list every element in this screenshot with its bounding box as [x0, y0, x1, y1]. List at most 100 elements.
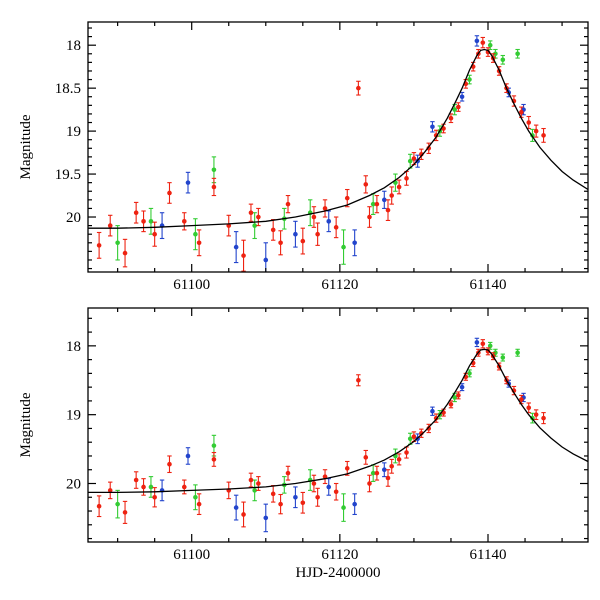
- data-point: [133, 477, 139, 483]
- y-tick-label: 18: [66, 38, 81, 54]
- data-point: [107, 488, 113, 493]
- data-point: [285, 201, 291, 207]
- data-point: [493, 350, 498, 356]
- red-series: [96, 36, 546, 272]
- data-point: [404, 176, 409, 181]
- data-point: [107, 223, 113, 228]
- data-point: [122, 510, 128, 515]
- data-point: [263, 257, 269, 263]
- x-tick-label: 61140: [470, 547, 507, 563]
- data-point: [370, 470, 376, 476]
- y-tick-label: 18: [66, 339, 81, 355]
- y-tick-label: 20: [66, 477, 81, 493]
- data-point: [133, 210, 139, 216]
- data-point: [333, 489, 339, 495]
- data-point: [352, 501, 357, 507]
- data-point: [270, 227, 276, 233]
- data-point: [248, 210, 254, 216]
- data-point: [315, 494, 320, 500]
- data-point: [487, 42, 493, 48]
- data-point: [389, 193, 395, 198]
- data-point: [196, 240, 202, 246]
- data-point: [396, 457, 402, 462]
- x-tick-label: 61100: [173, 547, 210, 563]
- data-point: [252, 488, 257, 493]
- y-tick-label: 20: [66, 210, 81, 226]
- data-point: [167, 190, 172, 196]
- top-panel: 61100 61120 61140 18 18.5 19 19.5 20 Magnitude: [18, 21, 589, 293]
- data-point: [341, 244, 346, 250]
- data-point: [315, 231, 320, 237]
- y-tick-label: 18.5: [55, 81, 81, 97]
- data-point: [311, 214, 317, 220]
- x-tick-label: 61120: [321, 277, 358, 293]
- x-tick-label: 61140: [470, 277, 507, 293]
- data-point: [448, 402, 454, 407]
- data-point: [374, 201, 380, 207]
- data-point: [448, 115, 454, 121]
- data-point: [467, 371, 472, 376]
- data-point: [407, 436, 413, 442]
- data-point: [404, 450, 409, 455]
- data-point: [426, 145, 432, 151]
- x-axis-title: HJD-2400000: [296, 565, 381, 581]
- y-axis-title: Magnitude: [18, 114, 34, 179]
- data-point: [480, 341, 486, 347]
- data-point: [167, 461, 172, 467]
- y-tick-label: 19.5: [55, 167, 81, 183]
- data-point: [181, 484, 187, 490]
- data-point: [115, 240, 120, 246]
- data-point: [381, 467, 387, 473]
- data-point: [300, 238, 306, 244]
- data-point: [370, 201, 376, 207]
- data-point: [322, 206, 328, 211]
- y-tick-label: 19: [66, 408, 81, 424]
- y-axis-title: Magnitude: [18, 392, 34, 457]
- data-point: [211, 457, 217, 462]
- plot-area: [88, 337, 588, 533]
- data-point: [193, 494, 198, 500]
- data-point: [278, 240, 283, 246]
- data-point: [344, 466, 350, 471]
- data-point: [452, 395, 457, 400]
- data-point: [467, 77, 472, 82]
- data-point: [487, 343, 493, 349]
- data-point: [148, 219, 154, 224]
- data-point: [285, 470, 291, 476]
- data-point: [322, 474, 328, 479]
- data-point: [341, 505, 346, 510]
- data-point: [248, 477, 254, 483]
- data-point: [181, 219, 187, 224]
- x-tick-label: 61100: [173, 277, 210, 293]
- data-point: [367, 214, 372, 220]
- data-point: [385, 207, 391, 213]
- data-point: [185, 453, 191, 459]
- bottom-panel: 61100 61120 61140 18 19 20 Magnitude HJD-240000…: [18, 307, 589, 581]
- data-point: [233, 244, 239, 250]
- panel-frame: [87, 307, 589, 543]
- data-point: [456, 104, 461, 110]
- blue-series: [159, 35, 526, 272]
- x-tick-label: 61120: [321, 547, 358, 563]
- data-point: [407, 158, 413, 164]
- panel-frame: [87, 21, 589, 273]
- data-point: [185, 180, 191, 185]
- data-point: [515, 350, 520, 356]
- data-point: [452, 107, 457, 112]
- data-point: [459, 384, 465, 390]
- data-point: [300, 500, 306, 506]
- data-point: [252, 223, 257, 228]
- data-point: [211, 167, 217, 173]
- data-point: [500, 57, 506, 63]
- data-point: [241, 512, 246, 517]
- data-point: [474, 340, 480, 345]
- data-point: [519, 397, 524, 402]
- data-point: [326, 484, 332, 490]
- data-point: [385, 475, 391, 481]
- data-point: [500, 355, 506, 360]
- green-series: [115, 341, 535, 522]
- data-point: [363, 455, 369, 460]
- data-point: [459, 94, 465, 100]
- data-point: [374, 470, 380, 476]
